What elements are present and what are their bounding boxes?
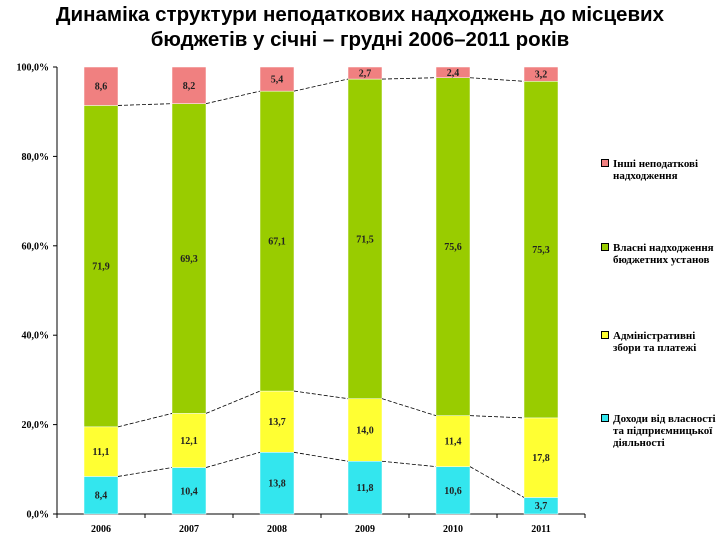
data-label: 75,3 bbox=[532, 245, 550, 256]
series-line bbox=[293, 78, 349, 92]
data-label: 8,6 bbox=[95, 82, 108, 93]
data-label: 8,4 bbox=[95, 491, 108, 502]
legend-item: Доходи від власності та підприємницької … bbox=[601, 413, 719, 449]
bar-segment bbox=[171, 413, 207, 468]
bar-segment bbox=[83, 105, 119, 428]
legend-item: Адміністративні збори та платежі bbox=[601, 330, 719, 354]
series-line bbox=[117, 413, 173, 428]
legend-swatch bbox=[601, 331, 609, 339]
data-label: 11,4 bbox=[445, 437, 462, 448]
bar-segment bbox=[259, 390, 295, 453]
data-label: 10,4 bbox=[180, 486, 198, 497]
y-tick-label: 0,0% bbox=[27, 510, 50, 521]
data-label: 2,7 bbox=[359, 69, 372, 80]
x-tick-label: 2007 bbox=[179, 524, 199, 535]
data-label: 11,1 bbox=[93, 447, 110, 458]
data-label: 3,7 bbox=[535, 501, 548, 512]
series-line bbox=[381, 398, 437, 417]
series-line bbox=[205, 451, 261, 468]
bar-segment bbox=[259, 452, 295, 515]
legend-swatch bbox=[601, 243, 609, 251]
y-tick-label: 40,0% bbox=[22, 331, 50, 342]
bar-segment bbox=[347, 78, 383, 399]
bar-segment bbox=[83, 66, 119, 106]
data-label: 13,7 bbox=[268, 417, 286, 428]
data-label: 17,8 bbox=[532, 453, 550, 464]
data-label: 71,9 bbox=[92, 262, 110, 273]
series-line bbox=[117, 103, 173, 106]
legend-label: Інші неподаткові надходження bbox=[613, 158, 699, 182]
bar-segment bbox=[523, 417, 559, 498]
legend-item: Інші неподаткові надходження bbox=[601, 158, 719, 182]
series-line bbox=[117, 467, 173, 477]
legend-item: Власні надходження бюджетних установ bbox=[601, 242, 719, 266]
data-label: 69,3 bbox=[180, 254, 198, 265]
data-label: 75,6 bbox=[444, 242, 462, 253]
legend-label: Адміністративні збори та платежі bbox=[613, 330, 697, 354]
y-tick-label: 60,0% bbox=[22, 241, 50, 252]
data-label: 2,4 bbox=[447, 68, 460, 79]
series-line bbox=[293, 451, 349, 462]
series-line bbox=[381, 460, 437, 468]
data-label: 13,8 bbox=[268, 479, 286, 490]
data-label: 10,6 bbox=[444, 486, 462, 497]
data-label: 11,8 bbox=[357, 483, 374, 494]
bar-segment bbox=[259, 90, 295, 392]
bar-segment bbox=[435, 77, 471, 416]
chart-title: Динаміка структури неподаткових надходже… bbox=[0, 2, 720, 52]
x-tick-label: 2011 bbox=[531, 524, 550, 535]
x-tick-label: 2009 bbox=[355, 524, 375, 535]
series-line bbox=[469, 415, 525, 419]
bar-segment bbox=[171, 103, 207, 414]
legend-label: Доходи від власності та підприємницької … bbox=[613, 413, 716, 449]
bar-segment bbox=[83, 476, 119, 515]
x-tick-label: 2006 bbox=[91, 524, 111, 535]
y-tick-label: 100,0% bbox=[17, 63, 50, 74]
bar-segment bbox=[171, 66, 207, 104]
bar-segment bbox=[347, 66, 383, 80]
bar-segment bbox=[523, 66, 559, 82]
data-label: 67,1 bbox=[268, 237, 286, 248]
bar-segment bbox=[435, 66, 471, 78]
y-tick-label: 80,0% bbox=[22, 152, 50, 163]
x-tick-label: 2008 bbox=[267, 524, 287, 535]
chart-title-line-1: Динаміка структури неподаткових надходже… bbox=[55, 3, 665, 26]
chart-title-line-2: бюджетів у січні – грудні 2006–2011 рокі… bbox=[150, 28, 570, 51]
bar-segment bbox=[347, 461, 383, 515]
legend-label: Власні надходження бюджетних установ bbox=[613, 242, 714, 266]
series-line bbox=[469, 466, 525, 498]
series-line bbox=[205, 390, 261, 414]
x-tick-label: 2010 bbox=[443, 524, 463, 535]
data-label: 14,0 bbox=[356, 425, 374, 436]
bar-segment bbox=[435, 466, 471, 515]
data-label: 12,1 bbox=[180, 436, 198, 447]
data-label: 8,2 bbox=[183, 81, 196, 92]
y-tick-label: 20,0% bbox=[22, 420, 50, 431]
series-line bbox=[381, 77, 437, 80]
bar-segment bbox=[171, 467, 207, 515]
bar-segment bbox=[259, 66, 295, 92]
series-line bbox=[469, 77, 525, 82]
series-line bbox=[205, 90, 261, 105]
bar-segment bbox=[523, 81, 559, 419]
series-line bbox=[293, 390, 349, 400]
bar-segment bbox=[347, 398, 383, 462]
legend-swatch bbox=[601, 159, 609, 167]
data-label: 3,2 bbox=[535, 70, 548, 81]
data-label: 71,5 bbox=[356, 234, 374, 245]
data-label: 5,4 bbox=[271, 75, 284, 86]
legend-swatch bbox=[601, 414, 609, 422]
